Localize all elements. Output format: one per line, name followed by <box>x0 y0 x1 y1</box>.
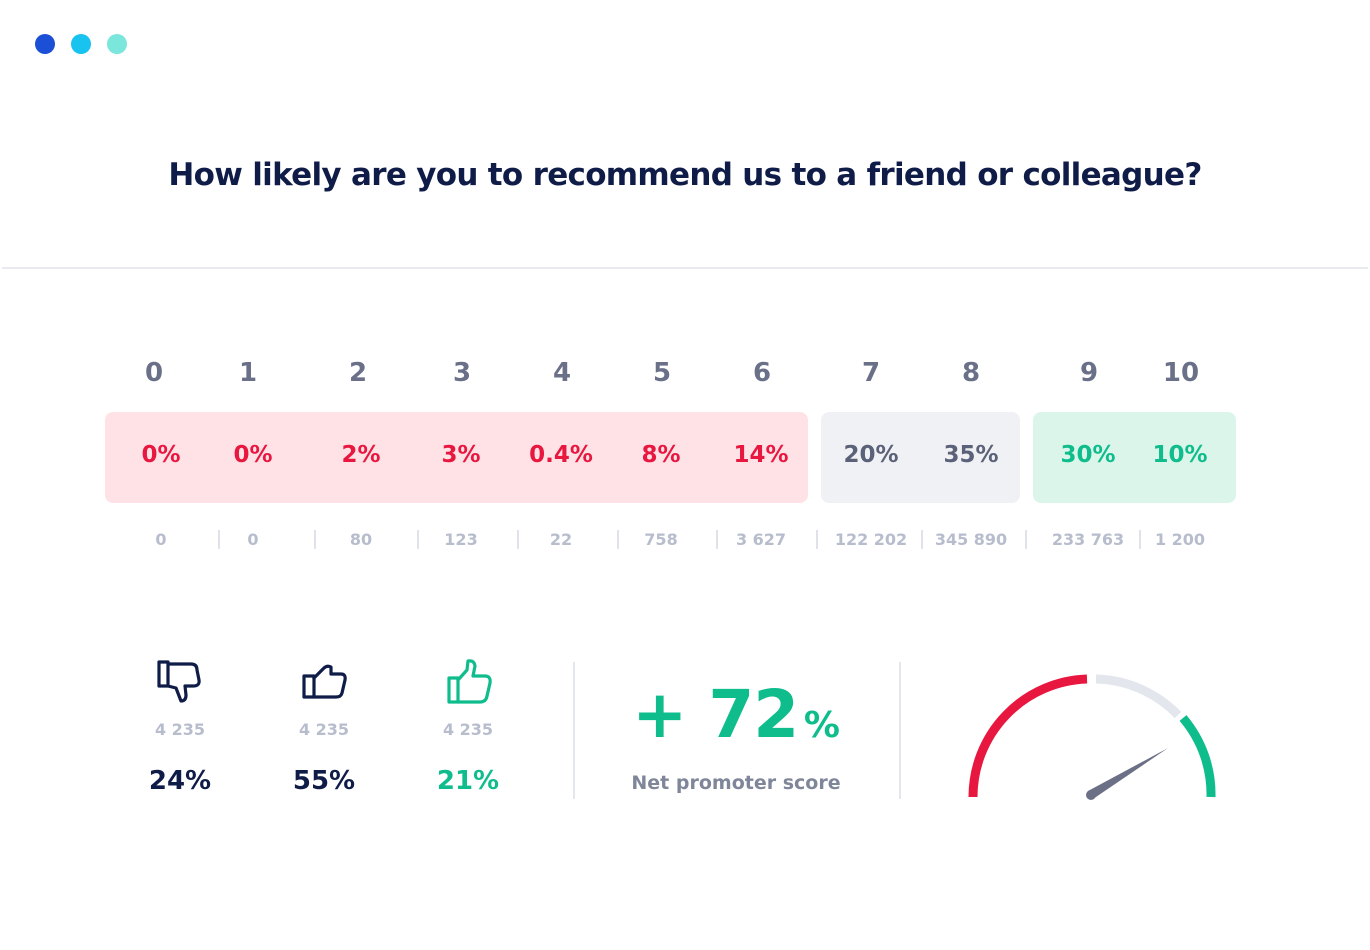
score-percent-2: 2% <box>341 442 381 468</box>
score-count-10: 1 200 <box>1154 530 1206 549</box>
promoters-percent: 21% <box>436 766 500 796</box>
score-percent-6: 14% <box>733 442 789 468</box>
score-percent-5: 8% <box>641 442 681 468</box>
score-count-4: 22 <box>549 530 573 549</box>
nps-label: Net promoter score <box>631 772 841 794</box>
detractors-percent: 24% <box>148 766 212 796</box>
score-count-5: 758 <box>644 530 678 549</box>
score-percent-1: 0% <box>233 442 273 468</box>
count-separator <box>218 530 220 549</box>
dot-cyan <box>71 34 91 54</box>
score-count-3: 123 <box>444 530 478 549</box>
score-percent-9: 30% <box>1060 442 1116 468</box>
score-count-2: 80 <box>349 530 373 549</box>
passives-count: 4 235 <box>298 720 350 739</box>
passives-percent: 55% <box>292 766 356 796</box>
promoters-count: 4 235 <box>442 720 494 739</box>
score-count-9: 233 763 <box>1051 530 1125 549</box>
score-label-8: 8 <box>961 358 981 388</box>
score-label-2: 2 <box>348 358 368 388</box>
score-count-6: 3 627 <box>735 530 787 549</box>
thumbs-sideways-icon <box>300 660 350 708</box>
nps-unit: % <box>803 705 840 746</box>
score-percent-8: 35% <box>943 442 999 468</box>
summary-divider-right <box>899 662 901 799</box>
score-percent-4: 0.4% <box>529 442 593 468</box>
score-label-5: 5 <box>652 358 672 388</box>
dot-blue <box>35 34 55 54</box>
score-percent-7: 20% <box>843 442 899 468</box>
score-count-8: 345 890 <box>934 530 1008 549</box>
count-separator <box>716 530 718 549</box>
dot-teal <box>107 34 127 54</box>
score-label-0: 0 <box>144 358 164 388</box>
speedometer-gauge-icon <box>960 660 1230 814</box>
gauge-needle <box>1086 748 1168 800</box>
score-count-7: 122 202 <box>834 530 908 549</box>
score-percent-10: 10% <box>1152 442 1208 468</box>
count-separator <box>1025 530 1027 549</box>
score-count-1: 0 <box>247 530 259 549</box>
promoter-segment <box>1033 412 1236 503</box>
score-label-6: 6 <box>752 358 772 388</box>
score-label-4: 4 <box>552 358 572 388</box>
score-label-1: 1 <box>238 358 258 388</box>
score-label-7: 7 <box>861 358 881 388</box>
score-label-10: 10 <box>1162 358 1200 388</box>
detractor-segment <box>105 412 808 503</box>
count-separator <box>517 530 519 549</box>
count-separator <box>921 530 923 549</box>
score-count-0: 0 <box>155 530 167 549</box>
header-divider <box>2 267 1368 269</box>
score-percent-0: 0% <box>141 442 181 468</box>
score-percent-3: 3% <box>441 442 481 468</box>
detractors-count: 4 235 <box>154 720 206 739</box>
count-separator <box>314 530 316 549</box>
count-separator <box>816 530 818 549</box>
count-separator <box>417 530 419 549</box>
survey-question: How likely are you to recommend us to a … <box>168 157 1202 193</box>
nps-number: + 72 <box>632 676 799 753</box>
nps-value: + 72 % <box>573 676 899 753</box>
passive-segment <box>821 412 1020 503</box>
thumbs-up-icon <box>445 656 495 710</box>
count-separator <box>617 530 619 549</box>
thumbs-down-icon <box>155 658 205 710</box>
summary-divider-left <box>573 662 575 799</box>
score-label-9: 9 <box>1079 358 1099 388</box>
score-label-3: 3 <box>452 358 472 388</box>
count-separator <box>1139 530 1141 549</box>
